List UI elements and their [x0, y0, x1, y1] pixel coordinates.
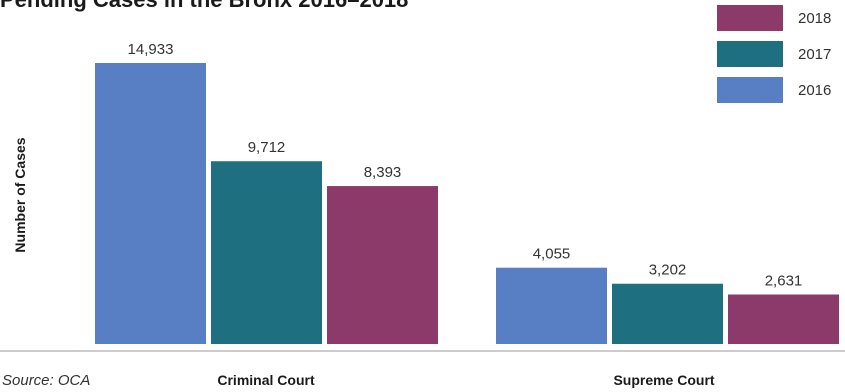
legend-label-2016: 2016: [798, 82, 831, 99]
bar-supreme-court-2018: [728, 294, 839, 344]
bar-criminal-court-2017: [211, 161, 322, 344]
chart-title: Pending Cases in the Bronx 2016–2018: [0, 0, 408, 12]
legend-label-2017: 2017: [798, 46, 831, 63]
bar-supreme-court-2017: [612, 283, 723, 344]
y-axis-label: Number of Cases: [12, 137, 28, 252]
bar-supreme-court-2016: [496, 267, 607, 344]
bars: 14,933 9,712 8,393 4,055 3,202 2,631: [95, 41, 839, 344]
data-label-criminal-court-2017: 9,712: [248, 139, 286, 156]
data-label-criminal-court-2016: 14,933: [128, 41, 174, 58]
data-label-supreme-court-2017: 3,202: [649, 262, 687, 279]
bar-criminal-court-2016: [95, 63, 206, 344]
legend-swatch-2018: [717, 5, 783, 31]
legend: 2018 2017 2016: [717, 5, 831, 103]
category-label-criminal-court: Criminal Court: [217, 372, 315, 388]
legend-swatch-2016: [717, 77, 783, 103]
data-label-criminal-court-2018: 8,393: [364, 164, 402, 181]
bar-criminal-court-2018: [327, 186, 438, 344]
data-label-supreme-court-2018: 2,631: [765, 272, 803, 289]
legend-label-2018: 2018: [798, 10, 831, 27]
data-label-supreme-court-2016: 4,055: [533, 246, 571, 263]
legend-swatch-2017: [717, 41, 783, 67]
category-labels: Criminal Court Supreme Court: [217, 372, 715, 388]
category-label-supreme-court: Supreme Court: [613, 372, 714, 388]
source-note: Source: OCA: [2, 372, 90, 389]
